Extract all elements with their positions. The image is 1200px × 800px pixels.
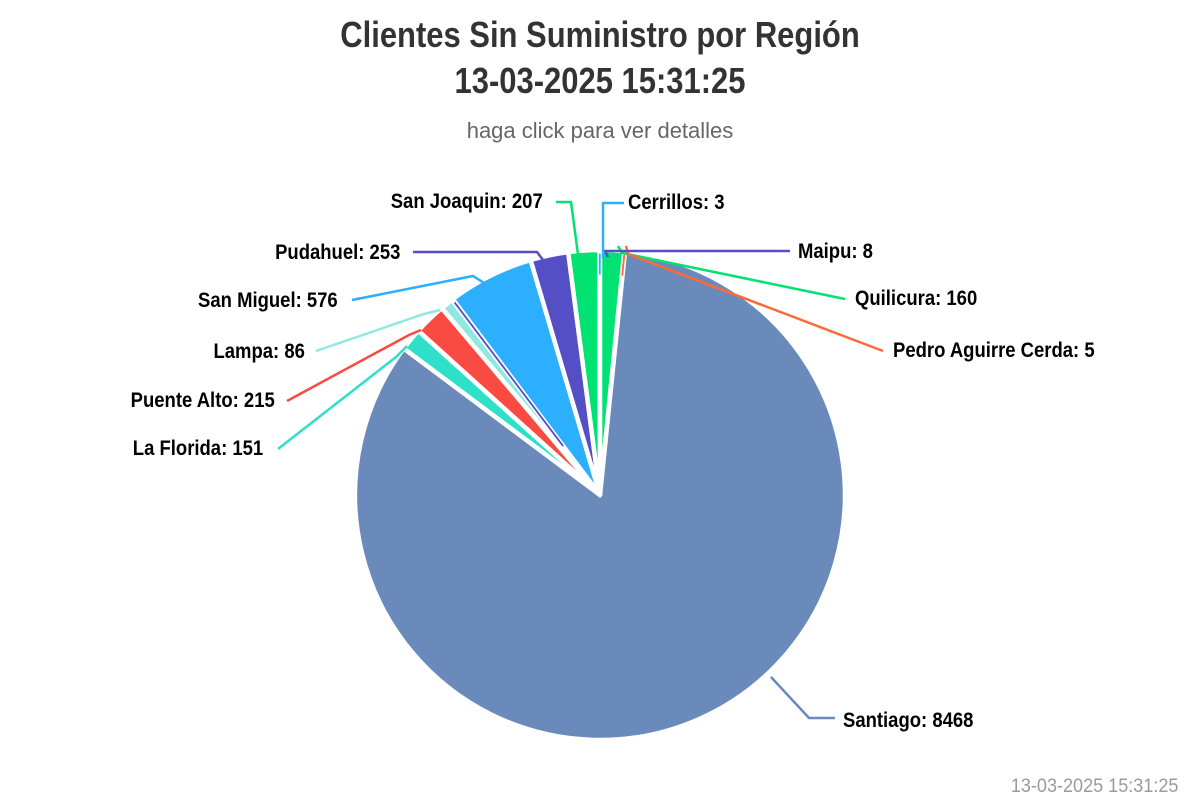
pie-label-cerrillos[interactable]: Cerrillos: 3 [628, 191, 725, 214]
connector-pudahuel [413, 250, 547, 265]
connector-puente-alto [286, 328, 422, 403]
footer-timestamp: 13-03-2025 15:31:25 [1010, 776, 1178, 797]
pie-label-quilicura[interactable]: Quilicura: 160 [855, 287, 978, 310]
chart-title-line2: 13-03-2025 15:31:25 [454, 60, 746, 101]
pie-label-san-joaquin[interactable]: San Joaquin: 207 [391, 190, 543, 213]
connector-san-joaquin [556, 200, 581, 263]
connector-quilicura [616, 245, 846, 301]
chart-title-line1: Clientes Sin Suministro por Región [340, 14, 860, 55]
connector-maipu [602, 249, 790, 258]
connector-la-florida [277, 345, 408, 450]
connector-santiago [770, 676, 835, 720]
slice-maipu[interactable] [453, 301, 564, 447]
connector-pedro-aguirre-cerda [624, 245, 884, 353]
connector-san-miguel [351, 274, 485, 302]
pie-label-lampa[interactable]: Lampa: 86 [213, 340, 305, 363]
slice-san-joaquin[interactable] [565, 247, 603, 498]
pie-label-pedro-aguirre-cerda[interactable]: Pedro Aguirre Cerda: 5 [893, 339, 1095, 362]
chart-title: Clientes Sin Suministro por Región 13-03… [84, 12, 1116, 104]
pie-label-pudahuel[interactable]: Pudahuel: 253 [274, 241, 400, 264]
connector-cerrillos [601, 201, 624, 258]
pie-label-san-miguel[interactable]: San Miguel: 576 [198, 289, 338, 312]
pie-label-santiago[interactable]: Santiago: 8468 [843, 709, 974, 732]
pie-label-la-florida[interactable]: La Florida: 151 [132, 437, 263, 460]
pie-label-puente-alto[interactable]: Puente Alto: 215 [130, 389, 275, 412]
connector-lampa [315, 308, 441, 353]
slice-pedro-aguirre-cerda[interactable] [621, 254, 626, 276]
pie-label-maipu[interactable]: Maipu: 8 [798, 240, 873, 263]
chart-subtitle: haga click para ver detalles [466, 118, 734, 143]
